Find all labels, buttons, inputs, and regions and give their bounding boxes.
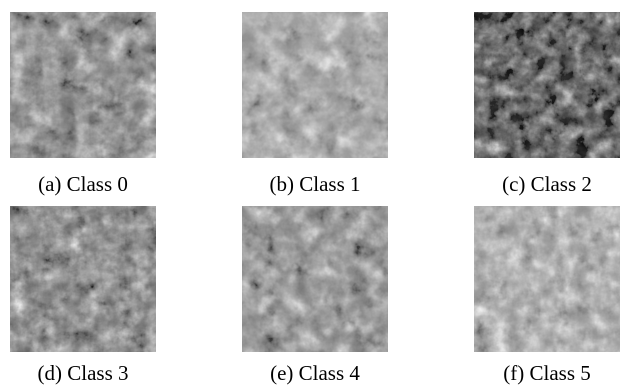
tea-leaf-image-class-3	[10, 206, 156, 352]
tea-leaf-image-class-4	[242, 206, 388, 352]
caption-class-4: (e) Class 4	[270, 361, 360, 385]
tea-texture	[10, 12, 156, 158]
tea-texture	[242, 12, 388, 158]
tea-leaf-image-class-0	[10, 12, 156, 158]
caption-class-2: (c) Class 2	[502, 172, 592, 196]
tea-texture	[474, 12, 620, 158]
tea-texture	[242, 206, 388, 352]
caption-class-3: (d) Class 3	[37, 361, 129, 385]
caption-class-0: (a) Class 0	[38, 172, 128, 196]
tea-leaf-image-class-1	[242, 12, 388, 158]
caption-class-1: (b) Class 1	[269, 172, 361, 196]
tea-leaf-image-class-5	[474, 206, 620, 352]
tea-leaf-image-class-2	[474, 12, 620, 158]
tea-texture	[10, 206, 156, 352]
tea-texture	[474, 206, 620, 352]
caption-class-5: (f) Class 5	[503, 361, 591, 385]
